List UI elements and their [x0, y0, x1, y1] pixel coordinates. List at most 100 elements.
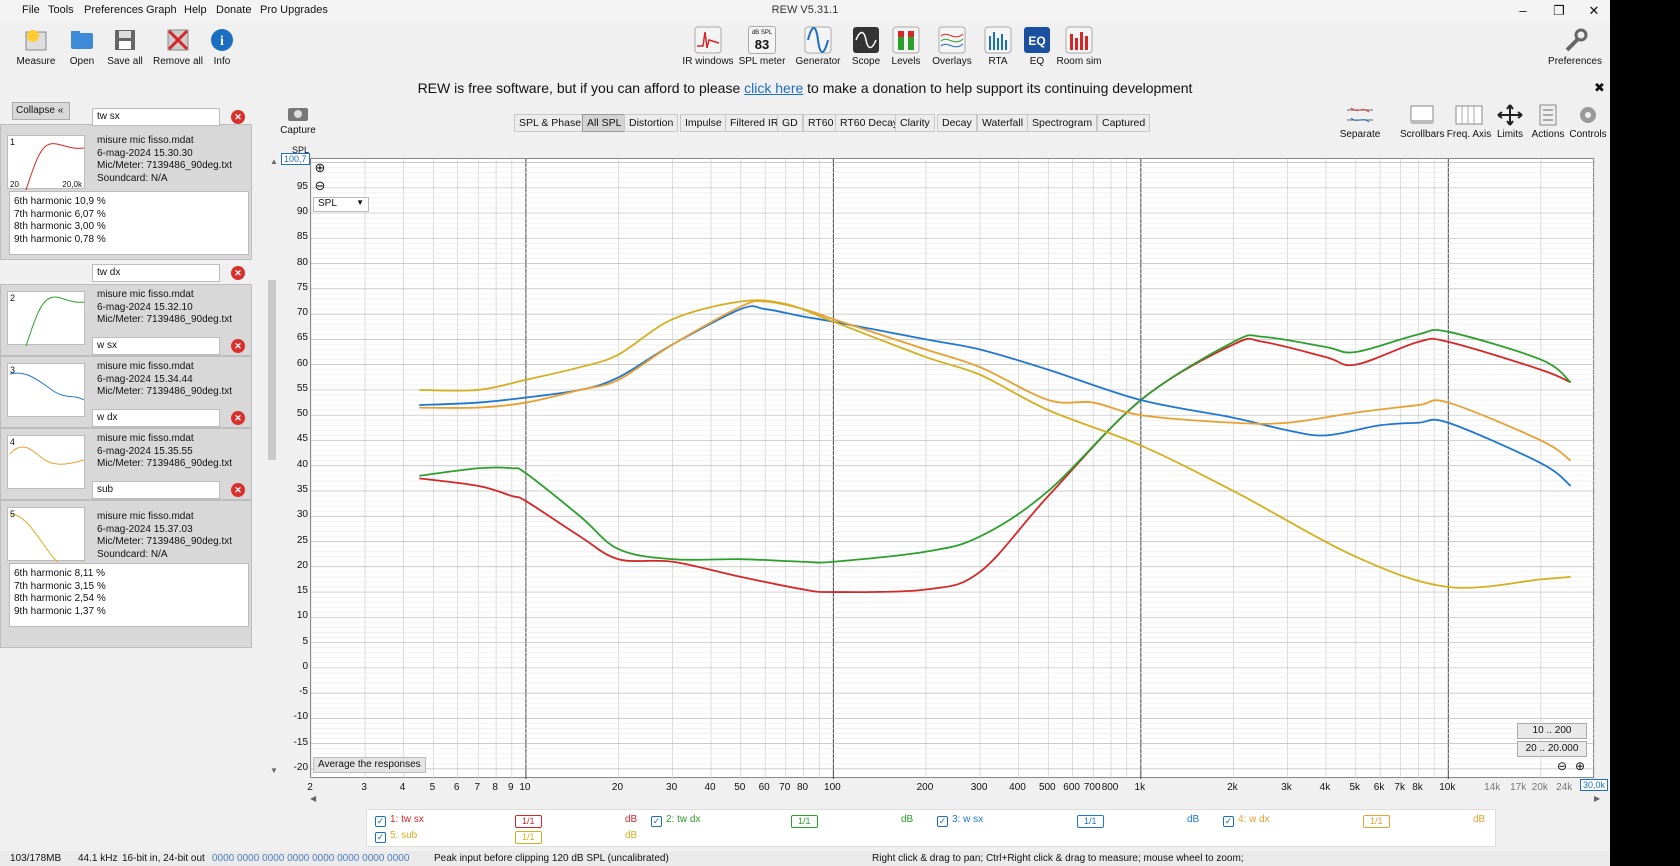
scroll-right-icon[interactable]: ▶ — [1594, 794, 1601, 803]
measurement-thumbnail[interactable]: 4 — [7, 435, 85, 489]
zoom-out-x-icon[interactable]: ⊖ — [1557, 759, 1568, 773]
rta-button[interactable]: RTA — [970, 26, 1026, 67]
smoothing-selector[interactable]: 1/1 — [515, 831, 542, 844]
legend-checkbox[interactable]: ✓ — [375, 816, 386, 827]
tab-all-spl[interactable]: All SPL — [582, 114, 627, 132]
legend-checkbox[interactable]: ✓ — [651, 816, 662, 827]
tab-impulse[interactable]: Impulse — [680, 114, 727, 132]
zoom-in-x-icon[interactable]: ⊕ — [1575, 759, 1586, 773]
scroll-down-icon[interactable]: ▼ — [270, 766, 278, 775]
collapse-button[interactable]: Collapse « — [12, 102, 70, 120]
measurement-card-1[interactable]: 1 20 20,0k misure mic fisso.mdat 6-mag-2… — [0, 124, 252, 260]
freq-axis-button[interactable]: Freq. Axis — [1446, 104, 1492, 140]
scroll-left-icon[interactable]: ◀ — [310, 794, 317, 803]
zoom-in-icon[interactable]: ⊕ — [314, 160, 326, 175]
donation-link[interactable]: click here — [744, 80, 804, 96]
limits-button[interactable]: Limits — [1492, 104, 1528, 140]
measurement-thumbnail[interactable]: 1 20 20,0k — [7, 135, 85, 191]
scrollbars-button[interactable]: Scrollbars — [1400, 104, 1444, 140]
measurement-card-4[interactable]: 4 misure mic fisso.mdat 6-mag-2024 15.35… — [0, 428, 252, 500]
average-responses-button[interactable]: Average the responses — [313, 757, 426, 773]
menu-file[interactable]: File — [22, 4, 40, 16]
tab-decay[interactable]: Decay — [937, 114, 977, 132]
tab-gd[interactable]: GD — [777, 114, 803, 132]
room-sim-button[interactable]: Room sim — [1051, 26, 1107, 67]
preferences-button[interactable]: Preferences — [1545, 26, 1605, 67]
tab-distortion[interactable]: Distortion — [624, 114, 679, 132]
tab-rt60-decay[interactable]: RT60 Decay — [835, 114, 904, 132]
actions-button[interactable]: Actions — [1528, 104, 1568, 140]
smoothing-selector[interactable]: 1/1 — [1077, 815, 1104, 828]
measurement-card-3[interactable]: 3 misure mic fisso.mdat 6-mag-2024 15.34… — [0, 356, 252, 428]
graph-area[interactable]: ⊕ ⊖ SPL ▼ Average the responses 10 .. 20… — [310, 158, 1596, 779]
legend-item-4[interactable]: ✓ 4: w dx — [1223, 814, 1270, 827]
delete-measurement-icon[interactable]: ✕ — [231, 266, 245, 280]
legend-checkbox[interactable]: ✓ — [1223, 816, 1234, 827]
tab-waterfall[interactable]: Waterfall — [977, 114, 1029, 132]
maximize-icon[interactable]: ❐ — [1553, 3, 1565, 18]
menu-pro-upgrades[interactable]: Pro Upgrades — [260, 4, 328, 16]
menu-help[interactable]: Help — [184, 4, 207, 16]
overlays-button[interactable]: Overlays — [924, 26, 980, 67]
legend-item-3[interactable]: ✓ 3: w sx — [937, 814, 983, 827]
delete-measurement-icon[interactable]: ✕ — [231, 110, 245, 124]
spl-dropdown[interactable]: SPL ▼ — [313, 197, 369, 212]
open-button[interactable]: Open — [54, 26, 110, 67]
legend-item-2[interactable]: ✓ 2: tw dx — [651, 814, 700, 827]
info-button[interactable]: i Info — [194, 26, 250, 67]
smoothing-selector[interactable]: 1/1 — [515, 815, 542, 828]
measurement-name-field[interactable]: sub — [92, 481, 220, 499]
zoom-out-icon[interactable]: ⊖ — [314, 178, 326, 193]
tab-spl-phase[interactable]: SPL & Phase — [514, 114, 587, 132]
tab-rt60[interactable]: RT60 — [803, 114, 839, 132]
spl-meter-button[interactable]: dB SPL 83 SPL meter — [734, 26, 790, 67]
tab-filtered-ir[interactable]: Filtered IR — [725, 114, 784, 132]
zoom-preset-10-200[interactable]: 10 .. 200 — [1517, 723, 1587, 739]
eq-button[interactable]: EQ EQ — [1009, 26, 1065, 67]
scope-button[interactable]: Scope — [838, 26, 894, 67]
separate-button[interactable]: Separate — [1338, 104, 1382, 140]
measurement-thumbnail[interactable]: 2 — [7, 291, 85, 347]
smoothing-selector[interactable]: 1/1 — [1363, 815, 1390, 828]
generator-button[interactable]: Generator — [790, 26, 846, 67]
measurement-card-5[interactable]: 5 misure mic fisso.mdat 6-mag-2024 15.37… — [0, 500, 252, 648]
controls-button[interactable]: Controls — [1568, 104, 1608, 140]
harmonics-list[interactable]: 6th harmonic 8,11 % 7th harmonic 3,15 % … — [9, 563, 249, 627]
remove-all-button[interactable]: Remove all — [150, 26, 206, 67]
measurement-name-field[interactable]: w sx — [92, 337, 220, 355]
tab-clarity[interactable]: Clarity — [895, 114, 935, 132]
measurement-name-field[interactable]: tw sx — [92, 108, 220, 126]
legend-checkbox[interactable]: ✓ — [375, 832, 386, 843]
close-banner-icon[interactable]: ✖ — [1594, 80, 1605, 95]
levels-button[interactable]: Levels — [878, 26, 934, 67]
legend-item-5[interactable]: ✓ 5: sub — [375, 830, 417, 843]
save-all-button[interactable]: Save all — [97, 26, 153, 67]
panel-scrollbar[interactable] — [268, 280, 276, 460]
menu-preferences[interactable]: Preferences — [84, 4, 144, 16]
close-icon[interactable]: ✕ — [1588, 3, 1600, 18]
menu-tools[interactable]: Tools — [48, 4, 74, 16]
measurement-name-field[interactable]: tw dx — [92, 264, 220, 282]
zoom-preset-20-20000[interactable]: 20 .. 20.000 — [1517, 741, 1587, 757]
scroll-up-icon[interactable]: ▲ — [270, 157, 278, 166]
tab-captured[interactable]: Captured — [1097, 114, 1151, 132]
menu-donate[interactable]: Donate — [216, 4, 252, 16]
ir-windows-button[interactable]: IR windows — [680, 26, 736, 67]
measurement-name-field[interactable]: w dx — [92, 409, 220, 427]
delete-measurement-icon[interactable]: ✕ — [231, 483, 245, 497]
minimize-icon[interactable]: – — [1519, 3, 1527, 18]
x-end-readout[interactable]: 30,0k — [1580, 779, 1609, 791]
menu-graph[interactable]: Graph — [146, 4, 177, 16]
smoothing-selector[interactable]: 1/1 — [791, 815, 818, 828]
y-top-readout[interactable]: 100,7 — [281, 153, 310, 165]
delete-measurement-icon[interactable]: ✕ — [231, 339, 245, 353]
tab-spectrogram[interactable]: Spectrogram — [1027, 114, 1098, 132]
measurement-thumbnail[interactable]: 3 — [7, 363, 85, 417]
measure-button[interactable]: Measure — [8, 26, 64, 67]
measurement-thumbnail[interactable]: 5 — [7, 507, 85, 567]
delete-measurement-icon[interactable]: ✕ — [231, 411, 245, 425]
harmonics-list[interactable]: 6th harmonic 10,9 % 7th harmonic 6,07 % … — [9, 191, 249, 255]
legend-item-1[interactable]: ✓ 1: tw sx — [375, 814, 424, 827]
legend-checkbox[interactable]: ✓ — [937, 816, 948, 827]
capture-button[interactable]: Capture — [280, 104, 316, 136]
